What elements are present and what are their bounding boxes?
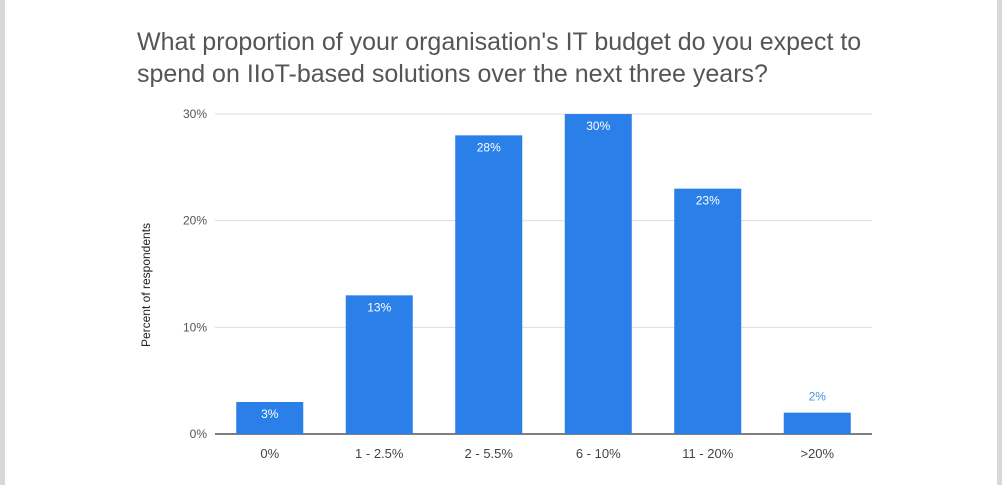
y-axis-ticks: 0% 10% 20% 30% (183, 107, 207, 441)
bars (236, 114, 851, 435)
chart-title: What proportion of your organisation's I… (137, 28, 862, 88)
bar (564, 114, 632, 434)
x-category-label: 2 - 5.5% (465, 446, 514, 461)
x-category-label: 6 - 10% (576, 446, 621, 461)
bar (674, 188, 742, 434)
x-category-label: 0% (260, 446, 279, 461)
data-label: 13% (367, 300, 391, 314)
y-axis-label: Percent of respondents (139, 223, 153, 347)
y-tick-label: 0% (190, 427, 208, 441)
frame-left-border (0, 0, 5, 485)
bar (236, 402, 304, 434)
y-tick-label: 20% (183, 214, 207, 228)
data-label: 23% (696, 194, 720, 208)
data-label: 28% (477, 140, 501, 154)
x-category-label: 11 - 20% (682, 446, 734, 461)
bar (783, 412, 851, 434)
data-labels: 3% 13% 28% 30% 23% 2% (261, 119, 826, 421)
data-label: 3% (261, 407, 279, 421)
data-label: 2% (809, 390, 827, 404)
bar (345, 295, 413, 434)
frame-right-border (997, 0, 1002, 485)
y-tick-label: 10% (183, 320, 207, 334)
bar (455, 135, 523, 435)
x-axis-categories: 0% 1 - 2.5% 2 - 5.5% 6 - 10% 11 - 20% >20% (260, 446, 834, 461)
x-category-label: 1 - 2.5% (355, 446, 404, 461)
y-tick-label: 30% (183, 107, 207, 121)
x-category-label: >20% (800, 446, 834, 461)
gridlines (215, 113, 872, 435)
data-label: 30% (586, 119, 610, 133)
